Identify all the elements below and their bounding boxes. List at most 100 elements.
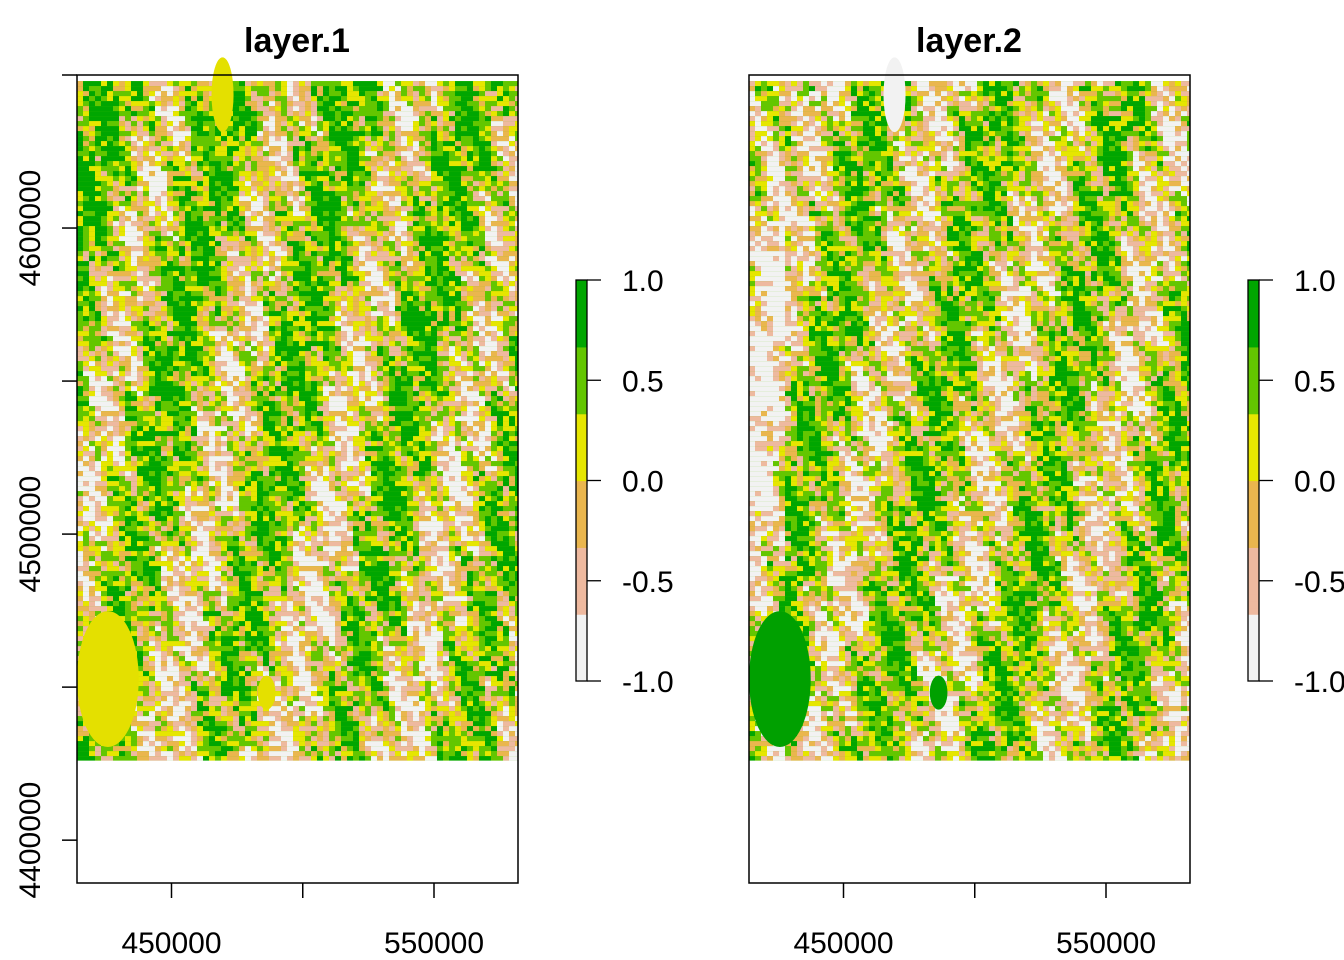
raster-cell: [233, 121, 239, 126]
raster-cell: [341, 136, 347, 141]
raster-cell: [485, 211, 491, 216]
raster-cell: [143, 236, 149, 241]
raster-cell: [425, 186, 431, 191]
raster-cell: [329, 86, 335, 91]
raster-cell: [221, 261, 227, 266]
raster-cell: [407, 171, 413, 176]
raster-cell: [125, 186, 131, 191]
raster-cell: [431, 256, 437, 261]
raster-cell: [245, 301, 251, 306]
raster-cell: [347, 361, 353, 366]
raster-cell: [275, 171, 281, 176]
raster-cell: [149, 96, 155, 101]
raster-cell: [137, 166, 143, 171]
raster-cell: [149, 241, 155, 246]
raster-cell: [83, 286, 89, 291]
raster-cell: [347, 321, 353, 326]
raster-cell: [95, 196, 101, 201]
raster-cell: [251, 166, 257, 171]
raster-cell: [95, 376, 101, 381]
raster-cell: [389, 91, 395, 96]
raster-cell: [401, 166, 407, 171]
raster-cell: [305, 256, 311, 261]
raster-cell: [419, 241, 425, 246]
raster-cell: [281, 196, 287, 201]
raster-cell: [179, 216, 185, 221]
raster-cell: [431, 311, 437, 316]
raster-cell: [479, 256, 485, 261]
raster-cell: [473, 231, 479, 236]
raster-cell: [389, 216, 395, 221]
raster-cell: [173, 271, 179, 276]
raster-cell: [401, 291, 407, 296]
raster-cell: [509, 106, 515, 111]
raster-cell: [377, 126, 383, 131]
raster-cell: [353, 256, 359, 261]
raster-cell: [161, 156, 167, 161]
raster-cell: [263, 376, 269, 381]
raster-cell: [245, 376, 251, 381]
raster-cell: [335, 411, 341, 416]
raster-cell: [431, 161, 437, 166]
raster-cell: [473, 126, 479, 131]
raster-cell: [119, 241, 125, 246]
raster-cell: [77, 301, 83, 306]
raster-cell: [155, 181, 161, 186]
raster-cell: [107, 266, 113, 271]
raster-cell: [95, 166, 101, 171]
raster-cell: [407, 286, 413, 291]
raster-cell: [461, 121, 467, 126]
raster-cell: [245, 151, 251, 156]
raster-cell: [233, 251, 239, 256]
raster-cell: [257, 361, 263, 366]
raster-cell: [335, 206, 341, 211]
raster-cell: [335, 246, 341, 251]
raster-cell: [413, 301, 419, 306]
raster-cell: [479, 291, 485, 296]
raster-cell: [383, 246, 389, 251]
raster-cell: [185, 156, 191, 161]
raster-cell: [425, 206, 431, 211]
raster-cell: [497, 211, 503, 216]
raster-cell: [227, 301, 233, 306]
raster-cell: [401, 351, 407, 356]
raster-cell: [191, 326, 197, 331]
raster-cell: [383, 191, 389, 196]
raster-cell: [293, 251, 299, 256]
raster-cell: [275, 141, 281, 146]
raster-cell: [113, 251, 119, 256]
raster-cell: [377, 276, 383, 281]
raster-cell: [179, 341, 185, 346]
raster-cell: [185, 286, 191, 291]
raster-cell: [263, 371, 269, 376]
raster-cell: [293, 181, 299, 186]
raster-cell: [203, 391, 209, 396]
raster-cell: [431, 181, 437, 186]
raster-cell: [119, 166, 125, 171]
raster-cell: [425, 336, 431, 341]
raster-cell: [233, 221, 239, 226]
raster-cell: [335, 241, 341, 246]
raster-cell: [251, 81, 257, 86]
raster-cell: [287, 271, 293, 276]
raster-cell: [461, 176, 467, 181]
raster-cell: [455, 346, 461, 351]
raster-cell: [287, 241, 293, 246]
raster-cell: [425, 311, 431, 316]
raster-cell: [179, 321, 185, 326]
raster-cell: [167, 291, 173, 296]
raster-cell: [287, 206, 293, 211]
raster-cell: [317, 266, 323, 271]
raster-cell: [497, 201, 503, 206]
raster-cell: [233, 171, 239, 176]
raster-cell: [173, 81, 179, 86]
raster-cell: [239, 96, 245, 101]
raster-cell: [413, 226, 419, 231]
raster-cell: [119, 171, 125, 176]
raster-cell: [377, 196, 383, 201]
raster-cell: [395, 126, 401, 131]
raster-cell: [323, 241, 329, 246]
raster-cell: [329, 91, 335, 96]
raster-cell: [143, 356, 149, 361]
raster-cell: [89, 321, 95, 326]
